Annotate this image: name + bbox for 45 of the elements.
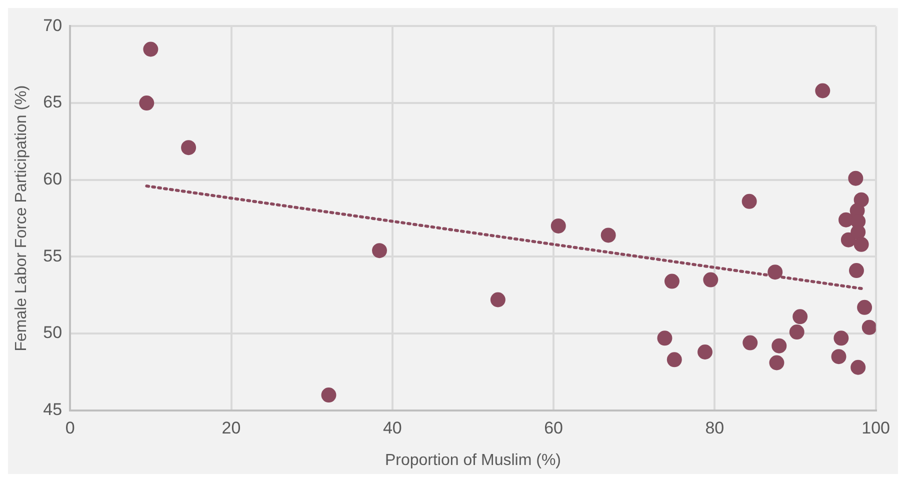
point — [550, 218, 566, 234]
point — [769, 355, 784, 370]
point — [372, 243, 387, 258]
x-tick-label: 60 — [544, 418, 563, 438]
point — [490, 292, 506, 308]
point — [657, 330, 672, 346]
point — [703, 272, 718, 288]
point — [600, 228, 616, 243]
x-tick-label: 0 — [65, 418, 75, 438]
x-tick-label: 20 — [222, 418, 241, 438]
y-tick-label: 45 — [43, 400, 62, 420]
y-axis-title: Female Labor Force Participation (%) — [13, 85, 30, 352]
point — [772, 338, 787, 354]
point — [742, 194, 757, 209]
point — [664, 274, 680, 289]
point — [857, 300, 872, 315]
x-axis-title: Proportion of Muslim (%) — [384, 452, 561, 469]
point — [815, 83, 830, 98]
point — [143, 42, 158, 57]
point — [666, 352, 682, 368]
point — [742, 335, 758, 350]
point — [848, 170, 864, 186]
point — [789, 324, 804, 340]
point — [698, 344, 713, 360]
point — [850, 360, 866, 375]
point — [850, 224, 866, 240]
point — [854, 236, 869, 252]
point — [768, 264, 783, 280]
point — [831, 349, 846, 364]
point — [139, 96, 154, 111]
point — [838, 212, 854, 228]
point — [862, 320, 876, 335]
y-tick-label: 65 — [43, 92, 62, 112]
y-tick-label: 60 — [43, 170, 62, 189]
point — [181, 140, 196, 156]
point — [321, 388, 336, 403]
point — [792, 309, 808, 324]
x-tick-label: 80 — [705, 418, 724, 438]
y-tick-label: 70 — [43, 16, 62, 35]
y-tick-label: 50 — [43, 323, 62, 342]
point — [834, 330, 849, 346]
y-tick-label: 55 — [43, 246, 62, 266]
x-tick-label: 40 — [382, 418, 402, 438]
x-tick-label: 100 — [862, 418, 890, 438]
point — [848, 263, 864, 278]
